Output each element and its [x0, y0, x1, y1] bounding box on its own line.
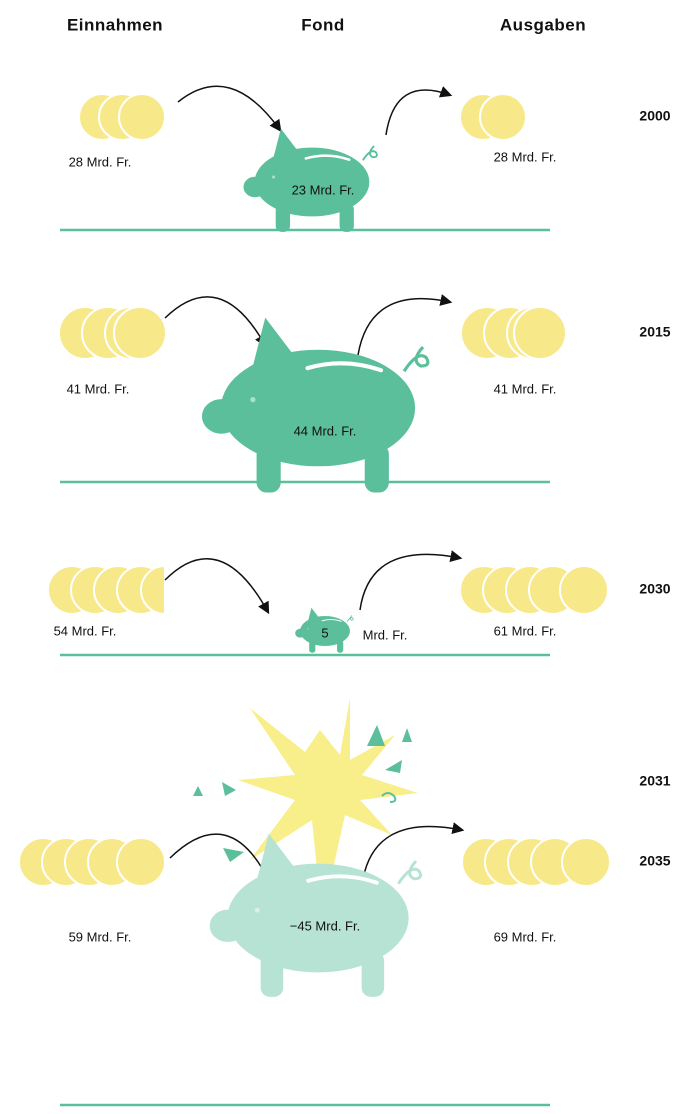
fund-label: 23 Mrd. Fr. — [292, 182, 355, 197]
income-label: 28 Mrd. Fr. — [69, 154, 132, 169]
row-2035: 59 Mrd. Fr. −45 Mrd. Fr. 69 Mrd. Fr. 203… — [19, 826, 671, 1105]
year: 2015 — [639, 324, 670, 340]
expenses-label: 41 Mrd. Fr. — [494, 381, 557, 396]
year: 2035 — [639, 853, 670, 869]
coins — [48, 566, 165, 614]
fund-label: 5 — [321, 625, 328, 640]
header-income: Einnahmen — [67, 15, 163, 34]
fund-label: −45 Mrd. Fr. — [290, 918, 360, 933]
coins — [461, 307, 566, 359]
header-fund: Fond — [301, 15, 345, 34]
piggy-bank — [203, 319, 428, 492]
income-label: 54 Mrd. Fr. — [54, 623, 117, 638]
row-2000: 28 Mrd. Fr. 23 Mrd. Fr. 28 Mrd. Fr. 2000 — [60, 86, 671, 231]
coins — [462, 838, 610, 886]
coins — [59, 307, 166, 359]
piggy-bank — [210, 835, 420, 997]
fund-label: 44 Mrd. Fr. — [294, 423, 357, 438]
expenses-label: 69 Mrd. Fr. — [494, 929, 557, 944]
piggy-bank — [244, 129, 377, 231]
header-expenses: Ausgaben — [500, 15, 586, 34]
income-label: 59 Mrd. Fr. — [69, 929, 132, 944]
coins — [460, 566, 608, 614]
fund-unit: Mrd. Fr. — [363, 627, 408, 642]
coins — [79, 94, 165, 140]
coins — [19, 838, 165, 886]
year: 2030 — [639, 581, 670, 597]
income-label: 41 Mrd. Fr. — [67, 381, 130, 396]
expenses-label: 28 Mrd. Fr. — [494, 149, 557, 164]
infographic: Einnahmen Fond Ausgaben 28 Mrd. Fr. 23 M… — [0, 0, 699, 1114]
year: 2031 — [639, 773, 670, 789]
row-2015: 41 Mrd. Fr. 44 Mrd. Fr. 41 Mrd. Fr. 2015 — [59, 297, 671, 492]
coins — [460, 94, 526, 140]
row-2030: 54 Mrd. Fr. 5 Mrd. Fr. 61 Mrd. Fr. 2030 — [48, 554, 671, 655]
expenses-label: 61 Mrd. Fr. — [494, 623, 557, 638]
year: 2000 — [639, 108, 670, 124]
